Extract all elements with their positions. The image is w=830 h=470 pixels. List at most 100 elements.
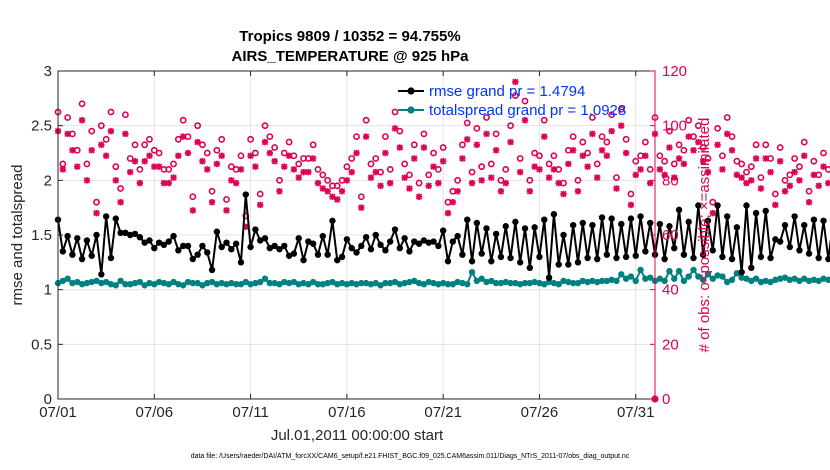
possible-marker (516, 155, 524, 162)
assimilated-marker-part (425, 182, 432, 189)
rmse-point (541, 216, 548, 223)
assimilated-marker (671, 174, 678, 181)
assimilated-marker-part (194, 138, 201, 146)
rmse-point (512, 218, 519, 226)
assimilated-marker (598, 147, 606, 154)
assimilated-marker-part (208, 199, 216, 206)
legend-label-totalspread: totalspread grand pr = 1.0928 (429, 102, 626, 119)
assimilated-marker-part (454, 188, 461, 195)
assimilated-marker-part (151, 163, 158, 170)
assimilated-marker (541, 133, 548, 140)
rmse-point (290, 250, 298, 257)
possible-marker (410, 141, 418, 149)
totalspread-point (632, 277, 639, 285)
assimilated-marker (382, 149, 389, 157)
totalspread-point (531, 278, 538, 286)
possible-marker (656, 152, 664, 160)
rmse-point (603, 251, 611, 258)
assimilated-marker (334, 196, 341, 203)
rmse-point (228, 246, 235, 253)
rmse-point (464, 216, 471, 223)
possible-marker (743, 168, 750, 176)
possible-marker (78, 100, 86, 108)
possible-marker (122, 111, 129, 119)
assimilated-marker-part (801, 152, 808, 159)
totalspread-point (492, 279, 500, 287)
assimilated-marker-part (83, 177, 91, 184)
assimilated-marker (603, 152, 611, 159)
possible-marker (680, 146, 688, 154)
rmse-point (170, 232, 177, 240)
totalspread-point (550, 279, 558, 287)
rmse-point (526, 264, 534, 271)
rmse-point (478, 250, 485, 257)
rmse-point (184, 242, 192, 250)
possible-marker (805, 187, 813, 195)
x-tick-label: 07/01 (39, 404, 77, 421)
assimilated-marker-part (521, 117, 529, 124)
assimilated-marker (646, 179, 654, 187)
totalspread-point (560, 277, 567, 285)
assimilated-marker (743, 179, 750, 187)
assimilated-marker (189, 207, 197, 214)
assimilated-marker-part (382, 149, 389, 157)
totalspread-point (574, 279, 582, 287)
rmse-point (584, 254, 591, 262)
assimilated-marker (724, 130, 731, 138)
possible-marker (194, 122, 202, 130)
possible-marker (478, 163, 486, 171)
totalspread-point (815, 277, 822, 285)
rmse-point (136, 233, 144, 241)
assimilated-marker (232, 179, 240, 187)
assimilated-marker (675, 155, 683, 162)
totalspread-point (300, 279, 307, 287)
possible-marker (598, 133, 606, 140)
possible-marker (136, 165, 144, 173)
possible-marker (83, 160, 91, 168)
rmse-point (728, 255, 736, 263)
rmse-point (261, 235, 269, 242)
possible-marker (569, 133, 577, 140)
assimilated-marker-part (743, 179, 750, 187)
totalspread-point (358, 279, 365, 287)
assimilated-marker-part (367, 174, 375, 181)
assimilated-marker (613, 185, 620, 192)
possible-marker (776, 144, 784, 151)
totalspread-point (526, 279, 534, 287)
chart-subtitle: AIRS_TEMPERATURE @ 925 hPa (232, 48, 470, 65)
totalspread-point (603, 277, 611, 285)
assimilated-marker-part (223, 207, 230, 214)
assimilated-marker (237, 166, 245, 173)
assimilated-marker (627, 201, 635, 209)
rmse-point (776, 238, 784, 245)
rmse-point (218, 243, 225, 251)
totalspread-point (497, 279, 505, 287)
totalspread-point (733, 270, 741, 277)
assimilated-marker-part (675, 155, 683, 162)
rmse-point (569, 221, 577, 229)
assimilated-marker-part (805, 199, 813, 206)
totalspread-point (468, 268, 476, 276)
assimilated-marker-part (233, 179, 240, 187)
possible-marker (771, 190, 779, 198)
totalspread-point (112, 282, 119, 289)
assimilated-marker (199, 158, 206, 165)
y-left-tick-label: 1 (44, 282, 52, 299)
assimilated-marker-part (170, 174, 177, 181)
totalspread-point (151, 281, 158, 288)
assimilated-marker (223, 207, 230, 214)
totalspread-point (78, 281, 86, 288)
rmse-point (382, 247, 389, 254)
totalspread-point (772, 276, 779, 284)
totalspread-point (223, 281, 230, 288)
assimilated-marker-part (632, 171, 639, 178)
rmse-point (738, 268, 745, 276)
assimilated-marker (170, 174, 177, 181)
possible-marker (343, 163, 351, 171)
rmse-point (204, 249, 211, 256)
possible-marker (309, 141, 317, 149)
assimilated-marker (425, 182, 432, 189)
assimilated-marker-part (213, 160, 221, 168)
rmse-point (358, 242, 365, 250)
rmse-point (632, 252, 639, 259)
